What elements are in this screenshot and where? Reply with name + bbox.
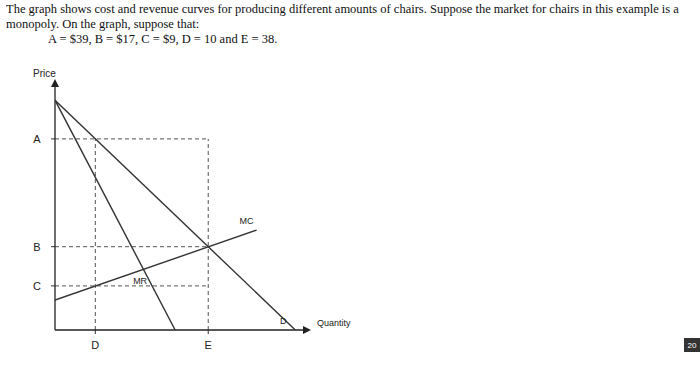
curve-line <box>55 100 295 330</box>
subtitle: A = $39, B = $17, C = $9, D = 10 and E =… <box>6 32 694 47</box>
question-text: The graph shows cost and revenue curves … <box>6 2 694 47</box>
guide-line <box>95 139 96 330</box>
axis-arrow <box>303 326 311 334</box>
series-label: MR <box>133 276 147 286</box>
series-label: MC <box>240 216 254 226</box>
x-axis-label: Quantity <box>317 318 351 328</box>
chart-svg: C B A D E Price Quantity D MR MC 20 <box>0 0 700 366</box>
badge <box>684 338 700 352</box>
plot-lines <box>55 100 295 330</box>
chart: C B A D E Price Quantity D MR MC 20 <box>0 0 700 366</box>
tick-label: E <box>205 339 212 351</box>
axis-arrow <box>51 79 59 87</box>
tick-label: D <box>91 339 99 351</box>
curve-line <box>55 100 175 330</box>
y-axis <box>54 85 55 330</box>
x-axis <box>55 329 305 330</box>
tick-label: B <box>33 241 40 253</box>
guide-line <box>208 139 209 330</box>
title: The graph shows cost and revenue curves … <box>6 2 694 32</box>
tick-label: A <box>33 133 41 145</box>
guide-line <box>55 138 208 139</box>
annotation: 20 <box>688 341 697 350</box>
curve-line <box>55 230 257 300</box>
y-axis-label: Price <box>33 68 56 79</box>
series-label: D <box>280 316 287 326</box>
guide-line <box>55 285 208 286</box>
tick-label: C <box>33 280 41 292</box>
